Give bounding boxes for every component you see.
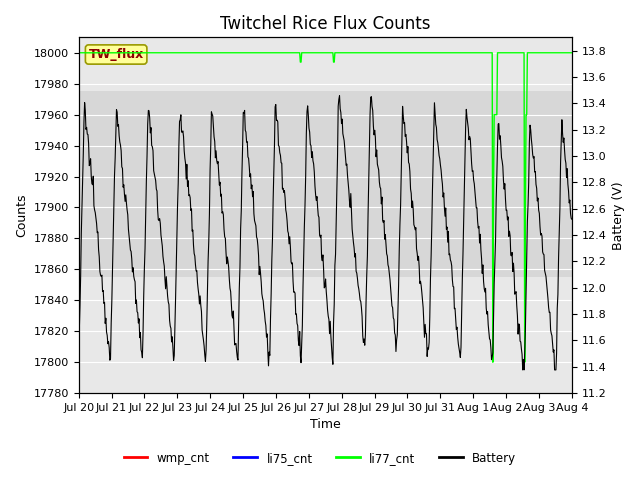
Text: TW_flux: TW_flux <box>88 48 144 61</box>
X-axis label: Time: Time <box>310 419 340 432</box>
Title: Twitchel Rice Flux Counts: Twitchel Rice Flux Counts <box>220 15 431 33</box>
Y-axis label: Battery (V): Battery (V) <box>612 181 625 250</box>
Legend: wmp_cnt, li75_cnt, li77_cnt, Battery: wmp_cnt, li75_cnt, li77_cnt, Battery <box>119 447 521 469</box>
Bar <box>79 92 572 277</box>
Y-axis label: Counts: Counts <box>15 193 28 237</box>
